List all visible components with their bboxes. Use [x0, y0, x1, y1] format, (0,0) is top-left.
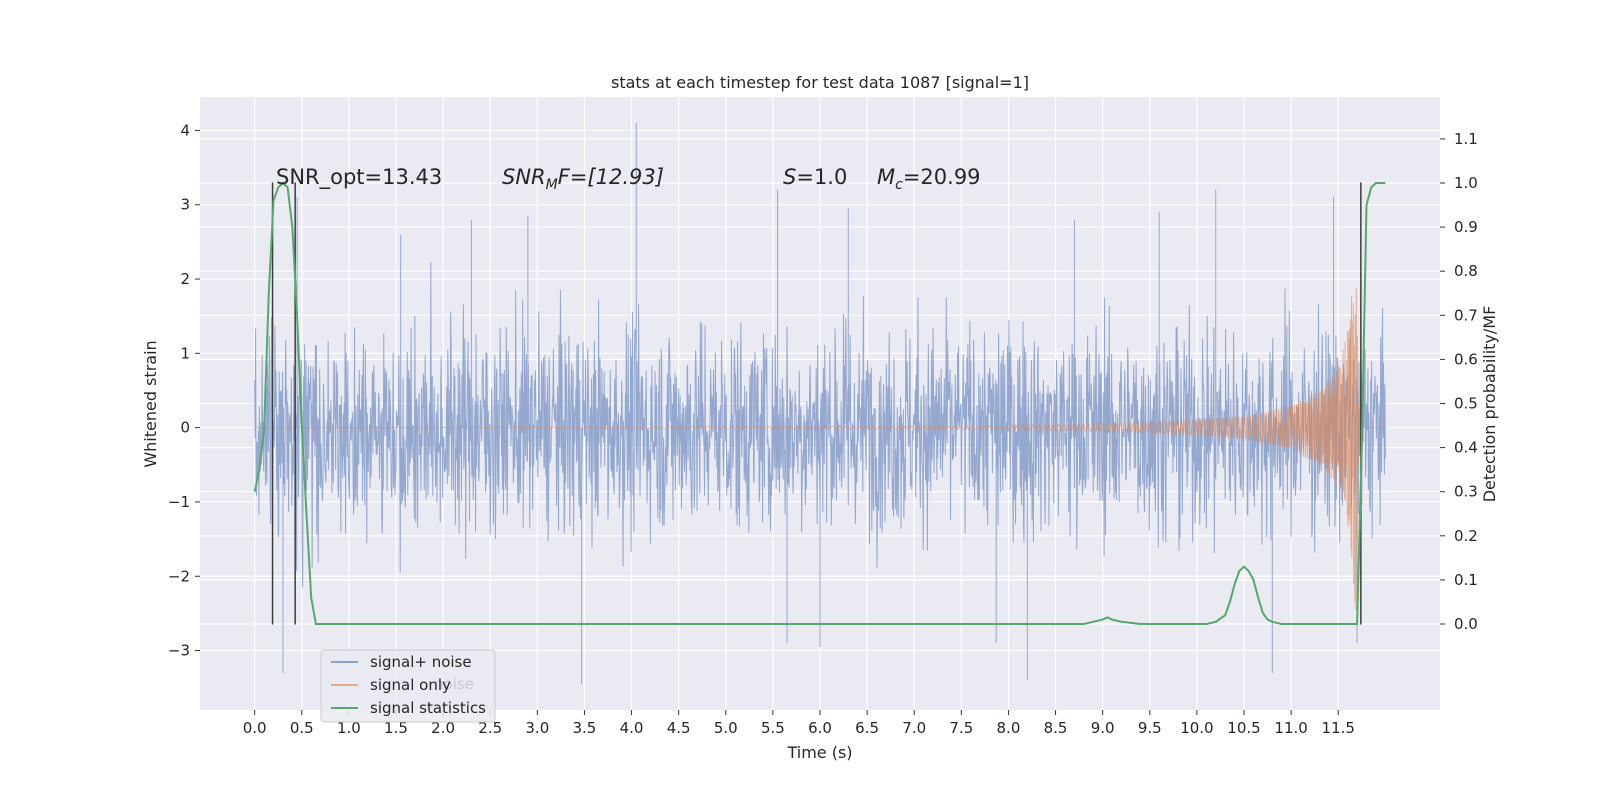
- y-tick-label-right: 0.2: [1454, 527, 1478, 545]
- y-tick-label-right: 0.4: [1454, 439, 1478, 457]
- x-tick-label: 11.0: [1274, 719, 1307, 737]
- y-tick-label-left: −2: [168, 567, 190, 585]
- y-tick-label-right: 0.5: [1454, 395, 1478, 413]
- annotation-mc-name: M: [877, 165, 895, 189]
- annotation-s-rest: =1.0: [796, 165, 847, 189]
- chart-title: stats at each timestep for test data 108…: [611, 73, 1029, 92]
- x-tick-label: 3.5: [573, 719, 597, 737]
- annotation-snr-opt: SNR_opt=13.43: [276, 165, 442, 190]
- x-tick-label: 5.0: [714, 719, 738, 737]
- y-tick-label-left: −1: [168, 493, 190, 511]
- y-tick-label-right: 1.1: [1454, 130, 1478, 148]
- x-tick-label: 10.5: [1227, 719, 1260, 737]
- y-axis-label-left: Whitened strain: [141, 340, 160, 467]
- signal-statistics-line: [253, 181, 1386, 625]
- y-tick-label-left: 2: [180, 270, 190, 288]
- annotation-s: S=1.0: [783, 165, 847, 189]
- x-tick-label: 5.5: [761, 719, 785, 737]
- x-tick-label: 9.0: [1091, 719, 1115, 737]
- series-signal-only: [254, 287, 1386, 611]
- x-tick-label: 4.5: [667, 719, 691, 737]
- annotation-snr-mf-name: SNR: [502, 165, 546, 189]
- x-tick-label: 6.5: [855, 719, 879, 737]
- x-tick-label: 1.0: [337, 719, 361, 737]
- x-tick-label: 2.0: [431, 719, 455, 737]
- x-tick-label: 0.0: [243, 719, 267, 737]
- legend-label-signal-only: signal only: [370, 676, 451, 694]
- y-tick-label-right: 0.1: [1454, 571, 1478, 589]
- x-tick-label: 1.5: [384, 719, 408, 737]
- legend-label-signal-statistics: signal statistics: [370, 699, 486, 717]
- x-tick-label: 2.5: [478, 719, 502, 737]
- x-tick-label: 7.5: [949, 719, 973, 737]
- y-tick-label-left: 3: [180, 196, 190, 214]
- y-tick-label-left: −3: [168, 642, 190, 660]
- annotation-mc-sub: c: [895, 177, 903, 193]
- x-tick-label: 6.0: [808, 719, 832, 737]
- x-axis-label: Time (s): [786, 743, 852, 762]
- annotation-snr-mf: SNRMF=[12.93]: [502, 165, 664, 193]
- x-tick-label: 4.0: [620, 719, 644, 737]
- x-tick-label: 0.5: [290, 719, 314, 737]
- x-tick-label: 9.5: [1138, 719, 1162, 737]
- x-tick-label: 11.5: [1322, 719, 1355, 737]
- y-tick-label-left: 4: [180, 121, 190, 139]
- y-tick-label-left: 1: [180, 344, 190, 362]
- y-tick-label-right: 0.0: [1454, 615, 1478, 633]
- y-tick-label-right: 0.6: [1454, 350, 1478, 368]
- annotation-s-name: S: [783, 165, 796, 189]
- marker-lines: [271, 182, 1362, 625]
- x-tick-label: 10.0: [1180, 719, 1213, 737]
- y-tick-label-right: 0.3: [1454, 483, 1478, 501]
- y-tick-label-right: 1.0: [1454, 174, 1478, 192]
- y-axis-label-right: Detection probability/MF: [1480, 306, 1499, 503]
- x-tick-label: 3.0: [525, 719, 549, 737]
- legend-label-signal-noise: signal+ noise: [370, 653, 472, 671]
- signal-noise-line: [254, 123, 1386, 684]
- legend-box: [320, 649, 496, 723]
- series-signal-statistics: [253, 181, 1386, 625]
- annotation-snr-mf-rest: F=[12.93]: [558, 165, 664, 189]
- legend-ghost-text: noise: [434, 675, 474, 693]
- x-tick-label: 8.5: [1044, 719, 1068, 737]
- y-tick-label-right: 0.7: [1454, 306, 1478, 324]
- y-tick-label-right: 0.9: [1454, 218, 1478, 236]
- signal-only-line: [254, 287, 1386, 611]
- x-tick-label: 8.0: [997, 719, 1021, 737]
- x-tick-label: 7.0: [902, 719, 926, 737]
- annotation-snr-mf-sub: M: [546, 177, 558, 193]
- y-tick-label-right: 0.8: [1454, 262, 1478, 280]
- series-signal-noise: [254, 123, 1386, 684]
- tick-labels: 0.0 0.5 1.0 1.5 2.0 2.5 3.0 3.5 4.0 4.5 5.0 5.5 6.0 6…: [168, 121, 1478, 737]
- annotation-mc: Mc=20.99: [877, 165, 981, 193]
- y-tick-label-left: 0: [180, 419, 190, 437]
- legend: noise signal+ noise signal only signal s…: [320, 649, 496, 723]
- annotation-mc-rest: =20.99: [903, 165, 981, 189]
